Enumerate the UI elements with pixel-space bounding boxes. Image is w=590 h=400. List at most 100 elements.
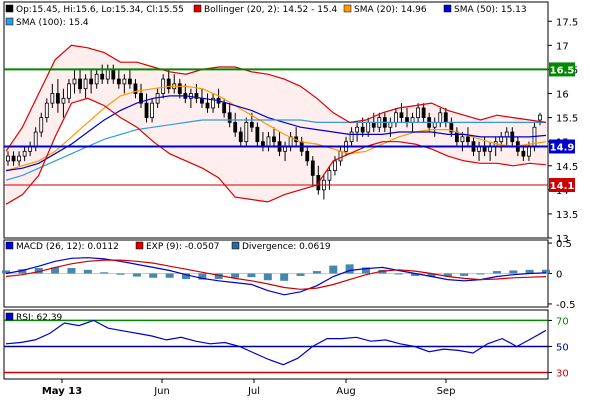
candle-body — [111, 69, 116, 80]
candle-body — [266, 136, 271, 147]
divergence-bar — [231, 273, 240, 278]
series-line-exp-9 — [5, 259, 547, 290]
candle-body — [310, 160, 315, 176]
divergence-bar — [476, 273, 485, 275]
legend-label: Divergence: 0.0619 — [242, 242, 331, 252]
candle-body — [139, 93, 143, 104]
candle-body — [416, 107, 420, 118]
candle — [17, 151, 21, 166]
candle-body — [504, 131, 509, 138]
divergence-bar — [345, 264, 354, 274]
divergence-bar — [2, 270, 10, 274]
candle-body — [39, 117, 44, 133]
legend-label: MACD (26, 12): 0.0112 — [16, 242, 119, 252]
candle-group — [6, 64, 542, 200]
candle-body — [421, 107, 426, 118]
rsi-y-tick-label: 50 — [556, 342, 569, 353]
candle-body — [410, 117, 415, 123]
rsi-panel: 70 50 30 RSI: 62.39 — [3, 309, 569, 380]
candle-body — [22, 150, 27, 157]
legend-swatch — [135, 241, 144, 250]
candle — [100, 64, 105, 84]
price-y-tick-label: 13.5 — [556, 210, 578, 221]
candle-body — [432, 122, 437, 128]
divergence-bar — [116, 273, 125, 275]
candle — [89, 69, 94, 94]
price-y-tick-label: 16 — [556, 90, 569, 101]
legend-swatch — [443, 4, 452, 13]
divergence-bar — [492, 271, 501, 274]
divergence-bar — [329, 265, 338, 274]
divergence-bar — [149, 273, 158, 278]
divergence-bar — [280, 273, 289, 281]
candle-body — [83, 78, 88, 90]
candle-body — [338, 150, 343, 162]
candle — [94, 69, 99, 89]
candle-body — [67, 83, 71, 99]
candle-body — [327, 170, 332, 181]
candle-body — [105, 69, 110, 80]
candle-body — [443, 112, 448, 123]
divergence-bar — [100, 272, 109, 274]
candle — [133, 79, 138, 99]
divergence-bar — [427, 273, 436, 277]
divergence-bar — [394, 273, 403, 275]
candle-body — [205, 102, 210, 109]
candle — [538, 112, 542, 126]
series-line-bollinger-upper — [5, 44, 547, 152]
macd-y-tick-label: -0.5 — [556, 300, 576, 311]
divergence-bar — [542, 269, 550, 274]
candle — [177, 79, 182, 99]
candle-body — [144, 102, 149, 118]
divergence-bar — [296, 273, 305, 276]
candle-body — [177, 83, 182, 94]
candle — [39, 112, 44, 137]
x-tick-label: Aug — [336, 386, 356, 397]
legend-swatch — [343, 4, 352, 13]
divergence-bar — [312, 271, 321, 274]
candle — [122, 74, 127, 94]
candle — [305, 146, 310, 166]
candle — [244, 117, 249, 147]
candle-body — [255, 126, 260, 143]
candle — [161, 74, 166, 99]
candle — [55, 79, 60, 113]
candle — [78, 69, 82, 94]
series-line-rsi — [5, 319, 547, 366]
candle — [194, 83, 199, 104]
candle — [233, 112, 238, 137]
candle — [11, 151, 16, 166]
candle — [211, 93, 215, 113]
candle-body — [55, 93, 60, 104]
candle — [128, 69, 132, 89]
divergence-bar — [18, 269, 27, 274]
divergence-bar — [214, 273, 223, 279]
legend-swatch — [5, 17, 14, 26]
divergence-bar — [67, 268, 76, 274]
macd-y-tick-label: 0 — [556, 270, 562, 281]
candle — [399, 103, 404, 123]
candle — [238, 127, 243, 147]
candle — [61, 88, 66, 118]
candle-body — [360, 126, 365, 133]
candle — [50, 83, 55, 108]
candle — [116, 69, 121, 89]
candle — [222, 98, 227, 118]
candle-body — [78, 78, 82, 90]
candle — [466, 127, 470, 147]
candle — [272, 127, 276, 147]
candle — [139, 83, 143, 108]
x-tick-label: Sep — [437, 386, 456, 397]
x-tick-label: May 13 — [42, 386, 82, 397]
candle — [67, 79, 71, 104]
price-y-tick-label: 13 — [556, 234, 569, 245]
candle-body — [333, 160, 337, 171]
candle-body — [305, 150, 310, 162]
level-tag-14.1 — [549, 178, 575, 193]
divergence-bar — [362, 267, 370, 274]
divergence-bar — [460, 273, 469, 276]
x-tick-label: Jul — [247, 386, 260, 397]
candle-body — [394, 112, 398, 123]
candle-body — [238, 131, 243, 143]
candle-body — [166, 78, 171, 90]
